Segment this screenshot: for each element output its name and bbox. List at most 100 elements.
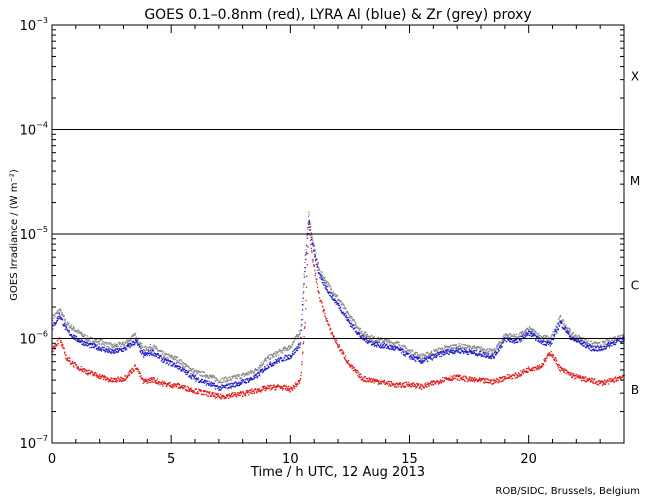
data-point bbox=[376, 340, 378, 342]
data-point bbox=[480, 349, 482, 351]
data-point bbox=[286, 355, 288, 357]
data-point bbox=[85, 339, 87, 341]
data-point bbox=[291, 389, 294, 391]
data-point bbox=[71, 329, 73, 331]
data-point bbox=[439, 381, 441, 383]
data-point bbox=[564, 327, 567, 329]
data-point bbox=[422, 385, 424, 387]
data-point bbox=[226, 383, 228, 385]
data-point bbox=[65, 326, 67, 328]
data-point bbox=[255, 369, 258, 371]
data-point bbox=[583, 376, 585, 378]
data-point bbox=[312, 243, 314, 246]
data-point bbox=[296, 382, 298, 385]
data-point bbox=[552, 331, 554, 333]
data-point bbox=[88, 369, 90, 371]
data-point bbox=[344, 357, 346, 359]
series-lyra-zr-proxy bbox=[52, 211, 625, 384]
data-point bbox=[593, 341, 595, 343]
data-point bbox=[125, 375, 127, 377]
data-point bbox=[182, 368, 184, 370]
data-point bbox=[576, 375, 578, 377]
data-point bbox=[322, 276, 325, 278]
data-point bbox=[285, 387, 287, 389]
data-point bbox=[112, 346, 115, 348]
data-point bbox=[508, 376, 510, 378]
data-point bbox=[220, 395, 223, 397]
data-point bbox=[209, 391, 211, 393]
data-point bbox=[75, 364, 78, 366]
data-point bbox=[65, 357, 67, 359]
data-point bbox=[499, 376, 501, 378]
data-point bbox=[408, 353, 410, 355]
data-point bbox=[295, 349, 298, 352]
data-point bbox=[226, 395, 229, 398]
data-point bbox=[469, 344, 471, 347]
data-point bbox=[305, 253, 307, 255]
data-point bbox=[423, 357, 426, 360]
data-point bbox=[558, 364, 560, 366]
data-point bbox=[185, 386, 187, 388]
data-point bbox=[542, 341, 544, 343]
data-point bbox=[63, 315, 65, 317]
data-point bbox=[127, 346, 129, 348]
data-point bbox=[121, 342, 124, 344]
data-point bbox=[397, 382, 399, 385]
data-point bbox=[599, 350, 601, 352]
data-point bbox=[450, 348, 453, 350]
data-point bbox=[87, 339, 89, 341]
data-point bbox=[162, 382, 165, 385]
data-point bbox=[79, 341, 82, 343]
data-point bbox=[252, 390, 254, 392]
data-point bbox=[203, 390, 205, 393]
data-point bbox=[138, 346, 140, 348]
data-point bbox=[191, 390, 194, 392]
data-point bbox=[94, 372, 97, 374]
data-point bbox=[192, 368, 194, 370]
data-point bbox=[98, 343, 101, 345]
data-point bbox=[225, 396, 227, 399]
data-point bbox=[379, 382, 381, 384]
data-point bbox=[468, 349, 470, 351]
data-point bbox=[237, 382, 240, 384]
data-point bbox=[606, 344, 608, 346]
data-point bbox=[68, 322, 70, 324]
data-point bbox=[503, 334, 505, 336]
data-point bbox=[590, 380, 592, 382]
data-point bbox=[338, 299, 341, 301]
data-point bbox=[334, 301, 336, 304]
data-point bbox=[96, 341, 99, 343]
data-point bbox=[202, 390, 204, 392]
data-point bbox=[81, 333, 83, 335]
data-point bbox=[559, 321, 561, 323]
data-point bbox=[409, 385, 411, 388]
data-point bbox=[65, 358, 68, 360]
data-point bbox=[89, 340, 91, 342]
data-point bbox=[188, 388, 190, 390]
data-point bbox=[373, 343, 375, 346]
data-point bbox=[491, 349, 493, 352]
data-point bbox=[473, 381, 476, 383]
data-point bbox=[347, 362, 349, 364]
data-point bbox=[261, 368, 263, 370]
data-point bbox=[599, 346, 602, 348]
data-point bbox=[582, 341, 584, 344]
data-point bbox=[509, 376, 511, 378]
data-point bbox=[270, 389, 272, 391]
data-point bbox=[355, 370, 357, 373]
data-point bbox=[277, 358, 279, 360]
data-point bbox=[484, 353, 486, 355]
data-point bbox=[269, 362, 271, 364]
data-point bbox=[414, 359, 416, 361]
data-point bbox=[299, 329, 302, 331]
data-point bbox=[348, 320, 350, 322]
data-point bbox=[197, 391, 199, 393]
data-point bbox=[186, 365, 188, 367]
data-point bbox=[240, 377, 242, 380]
data-point bbox=[142, 351, 144, 354]
data-point bbox=[532, 328, 534, 331]
data-point bbox=[73, 326, 75, 328]
data-point bbox=[544, 337, 546, 339]
data-point bbox=[407, 353, 409, 355]
data-point bbox=[75, 335, 77, 337]
